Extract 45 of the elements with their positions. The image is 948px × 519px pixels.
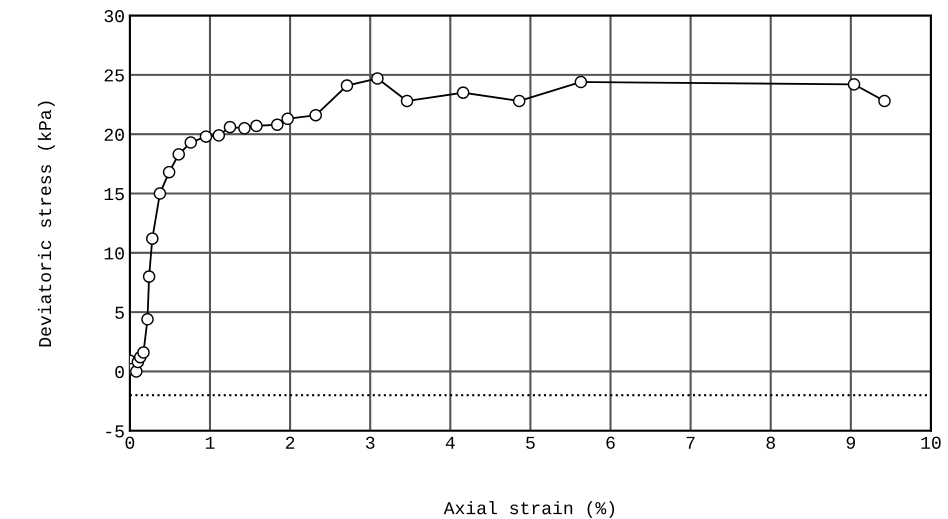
point [238,122,251,135]
y-tick-label: 15 [104,188,124,200]
point [309,108,322,122]
point [456,86,470,99]
x-tick-label: 6 [606,436,615,449]
point [212,129,226,142]
y-tick-label: 25 [104,69,124,82]
x-tick-label: 0 [126,436,134,449]
point [340,79,354,92]
point [224,120,236,134]
x-tick-label: 4 [446,436,455,449]
y-tick-label: -5 [106,425,124,438]
point [142,270,156,283]
point [512,94,526,108]
point [250,120,263,132]
point [141,313,154,326]
point [371,72,384,85]
y-tick-label: 10 [104,247,124,260]
x-tick-label: 9 [846,436,855,449]
point [137,346,150,359]
y-tick-label: 5 [115,306,124,319]
point [400,94,414,108]
point [154,187,166,200]
x-tick-label: 3 [366,436,374,449]
point [200,130,212,143]
x-tick-label: 2 [286,436,294,449]
x-tick-label: 8 [766,436,775,449]
y-axis-title: Deviatoric stress (kPa) [38,102,55,346]
y-tick-label: 20 [104,128,124,141]
point [574,76,588,88]
x-tick-label: 5 [526,436,535,449]
y-tick-label: 0 [115,366,124,378]
x-tick-label: 10 [921,436,941,449]
point [878,94,891,108]
point [184,136,198,149]
y-tick-label: 30 [104,10,124,22]
point [162,166,176,178]
x-tick-label: 7 [686,436,695,449]
point [146,232,159,245]
x-tick-label: 1 [206,436,215,449]
x-axis-title: Axial strain (%) [444,501,614,518]
point [848,78,860,91]
point [281,112,294,126]
point [172,148,185,161]
point [271,118,284,131]
